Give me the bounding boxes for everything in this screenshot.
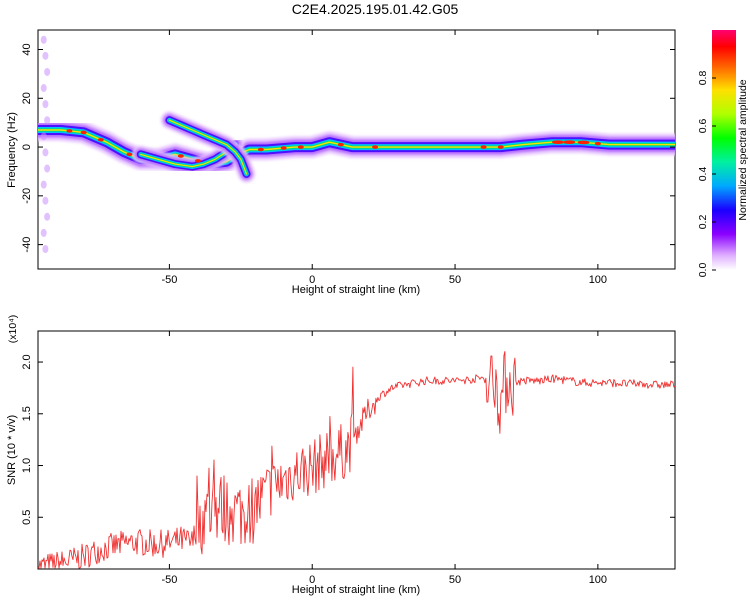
- snr-y-tick-label-3: 2.0: [21, 354, 33, 369]
- snr-y-tick-label-1: 1.0: [21, 458, 33, 473]
- spectrogram-hotspot-9: [337, 142, 344, 147]
- spectrogram-hotspot-8: [297, 145, 304, 149]
- spectrogram-hotspot-13: [551, 140, 564, 144]
- spectrogram-x-tick-label-2: 50: [449, 274, 461, 286]
- snr-y-tick-label-0: 0.5: [21, 510, 33, 525]
- spectrogram-x-ticks: -50 0 50 100: [161, 30, 607, 286]
- spectrogram-speckle-5: [44, 116, 51, 125]
- spectrogram-speckle-3: [40, 84, 47, 93]
- snr-y-axis-label: SNR (10 * v/v): [6, 415, 18, 485]
- spectrogram-hotspot-5: [194, 159, 201, 163]
- spectrogram-y-axis-label: Frequency (Hz): [6, 112, 18, 188]
- colorbar-tick-label-2: 0.4: [697, 167, 709, 182]
- spectrogram-x-axis-label: Height of straight line (km): [292, 284, 420, 296]
- colorbar-ticks: 0.0 0.2 0.4 0.6 0.8: [697, 71, 716, 278]
- snr-series: [38, 351, 676, 569]
- spectrogram-hotspot-12: [497, 145, 504, 149]
- snr-x-tick-label-0: -50: [161, 574, 177, 586]
- spectrogram-hotspot-16: [594, 141, 601, 146]
- spectrogram-panel: -50 0 50 100 -40 -20 0 20 40 Height of straight…: [6, 29, 676, 296]
- snr-x-tick-label-2: 50: [449, 574, 461, 586]
- spectrogram-hotspot-11: [480, 145, 487, 149]
- figure-title: C2E4.2025.195.01.42.G05: [291, 1, 459, 17]
- snr-x-tick-label-1: 0: [309, 574, 315, 586]
- spectrogram-y-tick-label-2: 0: [21, 144, 33, 150]
- spectrogram-hotspot-1: [80, 130, 87, 135]
- spectrogram-x-tick-label-0: -50: [161, 274, 177, 286]
- colorbar-tick-label-1: 0.2: [697, 215, 709, 230]
- spectrogram-hotspot-14: [563, 140, 576, 144]
- spectrogram-y-tick-label-1: -20: [21, 188, 33, 204]
- snr-x-tick-label-3: 100: [589, 574, 607, 586]
- spectrogram-speckle-9: [40, 180, 47, 189]
- spectrogram-hotspot-15: [577, 140, 590, 145]
- spectrogram-ridges: [38, 35, 675, 254]
- spectrogram-hotspot-10: [372, 145, 379, 149]
- spectrogram-speckle-2: [44, 67, 51, 76]
- spectrogram-speckle-4: [42, 100, 49, 109]
- spectrogram-speckle-0: [40, 35, 47, 44]
- colorbar: 0.0 0.2 0.4 0.6 0.8 Normalized spectral ampl…: [697, 30, 749, 277]
- snr-panel: -50 0 50 100 0.5 1.0 1.5 2.0 Height of straigh…: [6, 315, 676, 596]
- spectrogram-speckle-10: [42, 196, 49, 205]
- snr-frame: [37, 330, 676, 570]
- spectrogram-y-tick-label-4: 40: [21, 43, 33, 55]
- snr-y-ticks: 0.5 1.0 1.5 2.0: [21, 354, 675, 525]
- spectrogram-hotspot-6: [257, 147, 264, 152]
- spectrogram-hotspot-2: [97, 137, 104, 142]
- spectrogram-y-ticks: -40 -20 0 20 40: [21, 43, 675, 253]
- spectrogram-speckle-7: [42, 148, 49, 157]
- colorbar-tick-label-4: 0.8: [697, 71, 709, 86]
- spectrogram-y-tick-label-0: -40: [21, 237, 33, 253]
- colorbar-tick-label-3: 0.6: [697, 119, 709, 134]
- spectrogram-speckle-1: [42, 51, 49, 60]
- snr-y-tick-label-2: 1.5: [21, 406, 33, 421]
- spectrogram-speckle-11: [44, 212, 51, 221]
- spectrogram-hotspot-7: [280, 146, 287, 150]
- spectrogram-x-tick-label-1: 0: [309, 274, 315, 286]
- colorbar-gradient: [712, 30, 736, 270]
- spectrogram-hotspot-4: [177, 154, 184, 158]
- snr-x-ticks: -50 0 50 100: [161, 331, 607, 586]
- snr-line: [38, 351, 676, 569]
- colorbar-label: Normalized spectral amplitude: [737, 79, 749, 220]
- spectrogram-x-tick-label-3: 100: [589, 274, 607, 286]
- spectrogram-speckle-8: [44, 164, 51, 173]
- spectrogram-speckle-12: [40, 228, 47, 237]
- colorbar-tick-label-0: 0.0: [697, 263, 709, 278]
- snr-y-multiplier: (x10⁴): [7, 315, 19, 343]
- snr-x-axis-label: Height of straight line (km): [292, 584, 420, 596]
- spectrogram-y-tick-label-3: 20: [21, 92, 33, 104]
- spectrogram-hotspot-3: [126, 152, 133, 157]
- spectrogram-speckle-13: [42, 245, 49, 254]
- spectrogram-ridge-2-layer-5: [168, 119, 248, 175]
- spectrogram-speckle-6: [40, 132, 47, 141]
- spectrogram-hotspot-0: [66, 129, 73, 133]
